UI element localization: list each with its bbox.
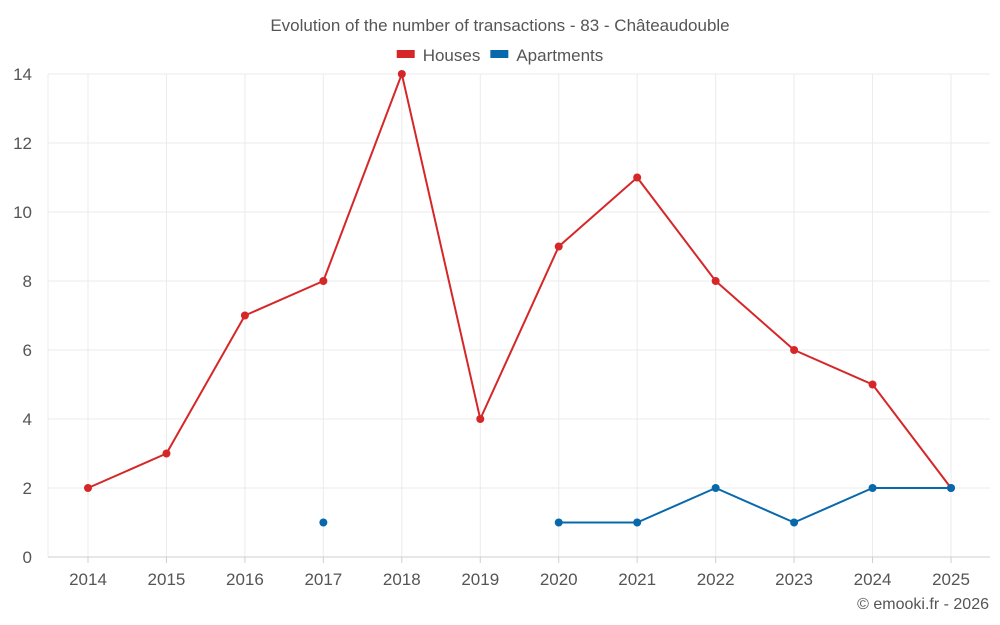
x-tick-label: 2023 <box>775 570 813 589</box>
legend-swatch-apartments <box>490 50 509 58</box>
y-tick-label: 12 <box>13 134 32 153</box>
x-tick-label: 2021 <box>618 570 656 589</box>
houses-line <box>87 73 952 489</box>
legend-label-houses: Houses <box>423 46 481 65</box>
y-tick-label: 14 <box>13 65 32 84</box>
y-tick-label: 6 <box>23 341 32 360</box>
legend-swatch-houses <box>396 50 415 58</box>
houses-point <box>711 277 720 285</box>
x-tick-label: 2019 <box>461 570 499 589</box>
series-houses <box>84 70 955 492</box>
x-tick-label: 2014 <box>69 570 107 589</box>
gridlines <box>48 73 990 557</box>
houses-point <box>84 484 92 492</box>
houses-point <box>397 70 406 78</box>
houses-point <box>868 380 877 389</box>
apartments-line <box>558 487 951 524</box>
y-tick-label: 10 <box>13 203 32 222</box>
y-tick-label: 4 <box>23 410 32 429</box>
apartments-point <box>868 484 877 492</box>
x-tick-label: 2022 <box>697 570 735 589</box>
y-tick-label: 2 <box>23 479 32 498</box>
x-tick-label: 2025 <box>932 570 970 589</box>
x-tick-label: 2017 <box>304 570 342 589</box>
apartments-point <box>554 518 563 527</box>
x-tick-label: 2024 <box>854 570 892 589</box>
houses-point <box>476 415 485 423</box>
houses-point <box>162 449 171 458</box>
series-layer <box>84 70 955 527</box>
axes: 0 2 4 6 8 10 12 14 2014 2015 2016 2017 2018 2019 2020 2… <box>13 65 990 589</box>
legend-label-apartments: Apartments <box>516 46 603 65</box>
series-apartments <box>319 484 955 527</box>
x-tick-label: 2018 <box>383 570 421 589</box>
x-tick-label: 2020 <box>540 570 578 589</box>
credit-text: © emooki.fr - 2026 <box>857 596 989 613</box>
apartments-point <box>711 484 720 492</box>
apartments-point <box>633 518 642 527</box>
x-tick-label: 2016 <box>226 570 264 589</box>
chart-title: Evolution of the number of transactions … <box>270 16 729 35</box>
houses-point <box>633 173 642 182</box>
y-tick-label: 0 <box>23 548 32 567</box>
houses-point <box>790 346 799 354</box>
houses-point <box>319 277 328 285</box>
apartments-point <box>947 484 955 492</box>
legend: Houses Apartments <box>396 46 603 65</box>
x-tick-label: 2015 <box>148 570 186 589</box>
apartments-point <box>790 518 799 527</box>
houses-point <box>240 311 249 320</box>
y-tick-label: 8 <box>23 272 32 291</box>
apartments-point <box>319 518 328 527</box>
houses-point <box>554 242 563 251</box>
